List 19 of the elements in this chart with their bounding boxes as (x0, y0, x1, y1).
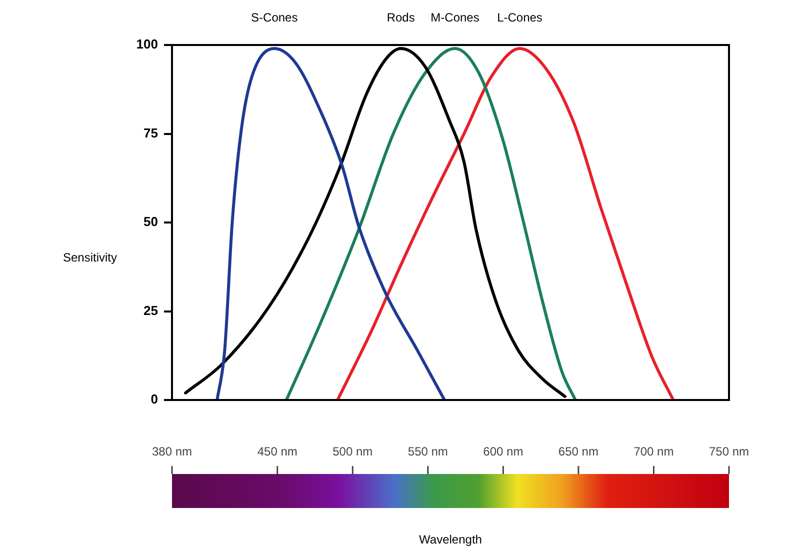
x-tick-label: 700 nm (634, 444, 674, 459)
x-tick-label: 380 nm (152, 444, 192, 459)
x-tick-label: 600 nm (483, 444, 524, 459)
x-tick-label: 550 nm (408, 444, 448, 459)
text: L-Cones (497, 10, 542, 24)
x-tick-label: 450 nm (257, 444, 298, 459)
y-tick-label: 75 (144, 125, 158, 140)
y-tick-label: 0 (150, 392, 158, 407)
text: M-Cones (430, 10, 480, 24)
text: S-Cones (251, 10, 298, 24)
y-tick-label: 25 (144, 302, 158, 318)
text: Rods (386, 10, 415, 24)
text: Wavelength (419, 532, 482, 546)
x-tick-label: 500 nm (332, 444, 373, 459)
y-axis-title: Sensitivity (62, 250, 118, 264)
y-tick-label: 50 (144, 214, 158, 230)
y-tick-label: 100 (136, 36, 158, 52)
x-tick-label: 750 nm (708, 444, 750, 459)
x-tick-label: 650 nm (558, 444, 598, 459)
